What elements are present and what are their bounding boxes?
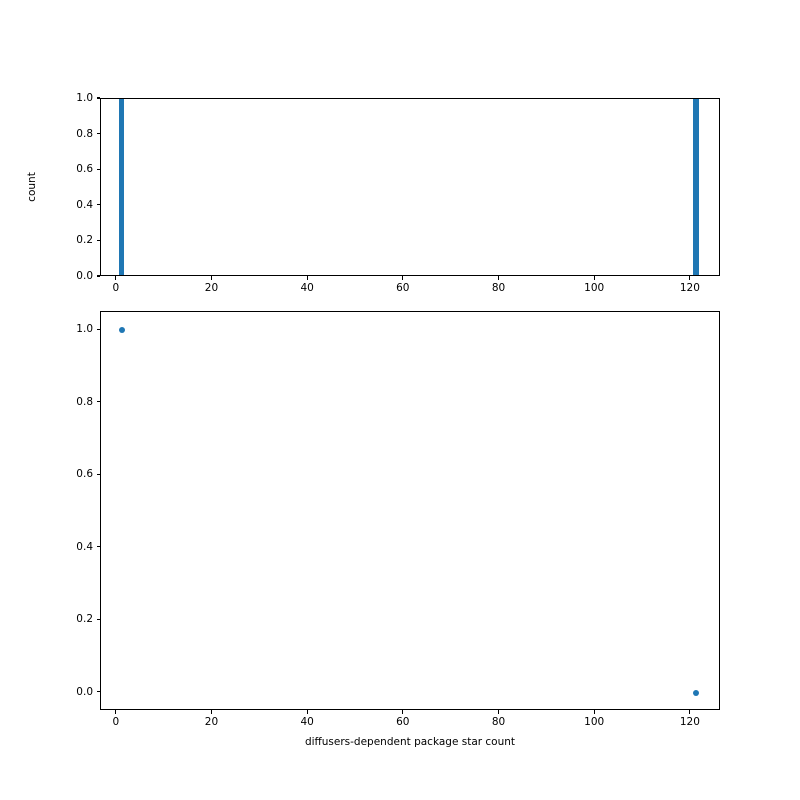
y-tick-label: 0.8: [76, 395, 93, 408]
x-tick-label: 20: [204, 716, 219, 728]
x-tick-label: 60: [396, 716, 410, 728]
y-tick-label: 1.0: [76, 323, 93, 336]
histogram-plot-area: [101, 99, 719, 275]
y-tick-mark: [96, 691, 100, 693]
x-tick-mark: [402, 276, 404, 280]
x-tick-label: 100: [584, 716, 605, 728]
x-tick-mark: [210, 710, 212, 714]
x-tick-mark: [115, 276, 117, 280]
x-tick-mark: [689, 276, 691, 280]
x-tick-label: 0: [112, 282, 120, 294]
x-tick-mark: [593, 276, 595, 280]
histogram-axes: [100, 98, 720, 276]
y-tick-label: 0.0: [76, 685, 93, 698]
x-tick-mark: [115, 710, 117, 714]
x-tick-mark: [497, 276, 500, 280]
y-tick-label: 0.6: [76, 163, 93, 176]
scatter-point: [692, 689, 699, 696]
y-tick-label: 0.4: [76, 198, 93, 211]
scatter-axes: [100, 311, 720, 710]
histogram-bar: [118, 99, 125, 275]
y-tick-label: 0.0: [76, 270, 93, 282]
x-tick-label: 20: [204, 282, 219, 294]
y-tick-mark: [96, 133, 100, 135]
x-tick-label: 60: [396, 282, 410, 294]
x-tick-label: 80: [491, 716, 506, 728]
y-tick-label: 0.4: [76, 540, 93, 553]
y-tick-mark: [96, 239, 100, 241]
y-tick-mark: [96, 168, 100, 170]
x-tick-label: 120: [679, 716, 700, 728]
scatter-plot-area: [101, 312, 719, 709]
scatter-x-axis-label: diffusers-dependent package star count: [304, 736, 516, 748]
x-tick-mark: [306, 276, 308, 280]
x-tick-mark: [593, 710, 595, 714]
x-tick-label: 100: [584, 282, 605, 294]
x-tick-label: 40: [300, 716, 314, 728]
y-tick-mark: [96, 204, 100, 206]
y-tick-mark: [96, 473, 100, 475]
histogram-bar: [692, 99, 699, 275]
x-tick-label: 0: [112, 716, 120, 728]
y-tick-mark: [96, 546, 100, 548]
y-tick-mark: [96, 97, 100, 99]
y-tick-mark: [96, 275, 100, 277]
x-tick-mark: [402, 710, 404, 714]
x-tick-mark: [689, 710, 691, 714]
y-tick-mark: [96, 618, 100, 620]
y-tick-mark: [96, 401, 100, 403]
y-tick-label: 0.2: [76, 234, 93, 247]
x-tick-mark: [306, 710, 308, 714]
histogram-y-axis-label: count: [26, 172, 38, 202]
y-tick-label: 0.2: [76, 613, 93, 626]
y-tick-label: 1.0: [76, 92, 93, 104]
x-tick-label: 120: [679, 282, 700, 294]
y-tick-mark: [96, 328, 100, 330]
x-tick-mark: [210, 276, 212, 280]
x-tick-label: 80: [491, 282, 506, 294]
x-tick-mark: [497, 710, 500, 714]
x-tick-label: 40: [300, 282, 314, 294]
scatter-point: [118, 327, 125, 334]
y-tick-label: 0.6: [76, 468, 93, 481]
y-tick-label: 0.8: [76, 127, 93, 140]
